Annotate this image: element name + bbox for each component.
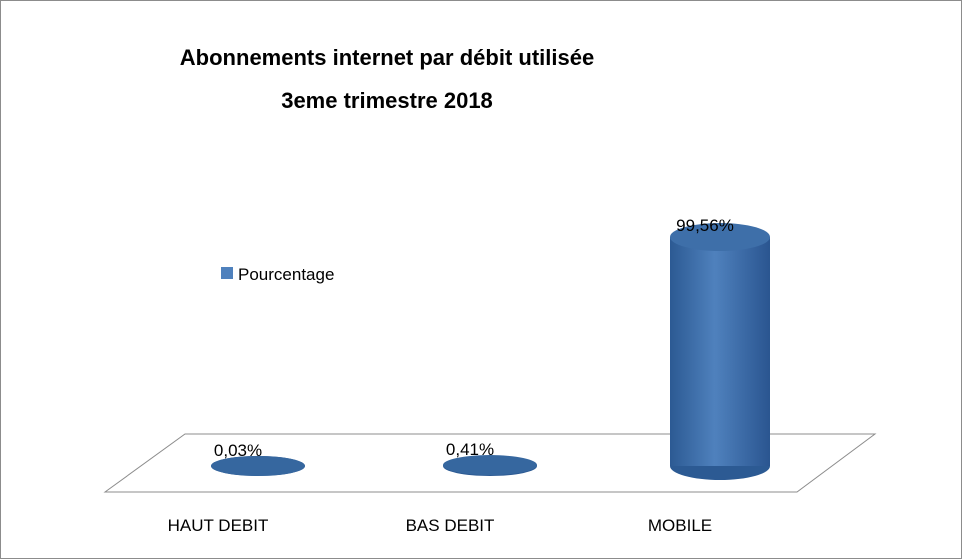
legend-swatch [221, 267, 233, 279]
chart-title: 3eme trimestre 2018 [281, 88, 493, 113]
cylinder-body [670, 237, 770, 466]
data-label: 0,41% [446, 440, 494, 459]
cylinder [670, 223, 770, 480]
data-label: 99,56% [676, 216, 734, 235]
chart-title: Abonnements internet par débit utilisée [180, 45, 594, 70]
legend-label: Pourcentage [238, 265, 334, 284]
cylinder [443, 455, 537, 476]
cylinder-top [670, 223, 770, 252]
cylinder [211, 455, 305, 476]
x-tick-label: MOBILE [648, 516, 712, 535]
cylinder-top [443, 455, 537, 476]
cylinder-top [211, 455, 305, 476]
x-tick-label: HAUT DEBIT [168, 516, 269, 535]
x-tick-label: BAS DEBIT [406, 516, 495, 535]
data-label: 0,03% [214, 441, 262, 460]
